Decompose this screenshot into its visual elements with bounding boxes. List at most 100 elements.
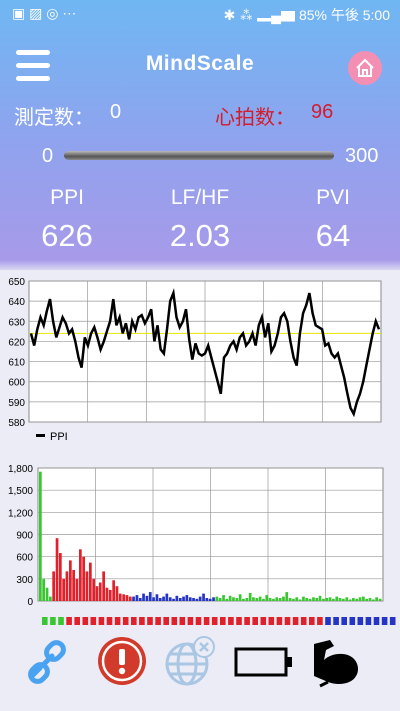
histogram-bar (335, 596, 339, 601)
indicator-cell (236, 617, 242, 625)
indicator-cell (187, 617, 194, 625)
home-button[interactable] (348, 51, 382, 85)
histogram-bar (188, 597, 192, 601)
histogram-bar (162, 596, 165, 601)
y-tick-label: 600 (16, 553, 33, 564)
histogram-bar (292, 598, 295, 601)
histogram-bar (302, 596, 305, 601)
histogram-bar (98, 582, 102, 601)
histogram-bar (375, 597, 378, 601)
app-title: MindScale (145, 52, 255, 75)
histogram-bar (372, 599, 375, 601)
metric-lfhf-label: LF/HF (170, 186, 230, 209)
histogram-bar (212, 597, 215, 601)
histogram-bar (235, 598, 239, 601)
histogram-bar (215, 596, 219, 601)
histogram-bar (218, 598, 222, 601)
indicator-cell (252, 617, 258, 625)
histogram-bar (142, 593, 145, 601)
histogram-bar (125, 595, 129, 601)
indicator-cell (122, 617, 129, 625)
network-button[interactable] (162, 634, 218, 690)
indicator-cell (74, 617, 80, 625)
histogram-bar (72, 570, 75, 601)
histogram-bar (59, 553, 62, 601)
y-tick-label: 900 (16, 531, 33, 542)
histogram-bar (262, 598, 265, 601)
histogram-bar (42, 578, 45, 601)
range-min: 0 (42, 145, 54, 167)
indicator-cell (114, 617, 121, 625)
indicator-cell (171, 617, 178, 625)
histogram-bar (355, 598, 359, 601)
strength-button[interactable] (308, 636, 362, 688)
histogram-bar (45, 587, 49, 601)
heart-rate-label: 心拍数： (215, 107, 295, 129)
y-tick-label: 1,200 (8, 508, 33, 519)
measure-count-label: 測定数： (14, 107, 94, 129)
metric-ppi-value: 626 (41, 218, 93, 253)
indicator-cell (90, 617, 97, 625)
alert-button[interactable] (96, 635, 148, 687)
histogram-bar (288, 598, 292, 601)
histogram-bar (222, 595, 225, 601)
histogram-bar (368, 598, 372, 601)
histogram-bar (69, 560, 72, 601)
indicator-cell (349, 617, 356, 625)
indicator-cell (260, 617, 267, 625)
indicator-cell (300, 617, 307, 625)
indicator-cell (357, 617, 364, 625)
histogram-bar (282, 596, 285, 601)
histogram-bar (358, 597, 362, 601)
indicator-cell (268, 617, 275, 625)
histogram-bar (192, 598, 195, 601)
heart-rate-value: 96 (311, 101, 334, 123)
histogram-bar (55, 538, 59, 601)
indicator-cell (195, 617, 202, 625)
histogram-bar (175, 595, 179, 601)
histogram-bar (308, 598, 312, 601)
indicator-cell (211, 617, 218, 625)
histogram-bar (145, 595, 149, 601)
ppi-histogram: 1,800 1,500 1,200 900 600 300 0 (8, 464, 384, 608)
histogram-bar (328, 597, 332, 601)
histogram-bar (255, 598, 259, 601)
quality-indicator-strip (42, 617, 396, 625)
range-slider[interactable] (64, 151, 334, 160)
indicator-cell (179, 617, 186, 625)
indicator-cell (365, 617, 372, 625)
y-tick-label: 630 (8, 317, 25, 328)
histogram-bar (345, 597, 349, 601)
indicator-cell (163, 617, 169, 625)
histogram-bar (155, 594, 159, 601)
histogram-bar (348, 599, 352, 601)
histogram-bar (242, 598, 245, 601)
histogram-bar (128, 596, 132, 601)
histogram-bar (85, 571, 89, 601)
histogram-bar (305, 598, 309, 601)
indicator-cell (155, 617, 161, 625)
signal-icon: ✱ ⁂ ▂▄▆ (223, 7, 296, 23)
y-tick-label: 580 (8, 418, 25, 429)
histogram-bar (252, 597, 255, 601)
histogram-bar (225, 598, 229, 601)
histogram-bar (315, 598, 319, 601)
menu-icon[interactable] (16, 50, 50, 82)
histogram-bar (182, 596, 185, 601)
histogram-bar (172, 598, 175, 601)
indicator-cell (309, 617, 315, 625)
indicator-cell (292, 617, 299, 625)
histogram-bar (95, 586, 99, 601)
status-bar: ▣ ▨ ◎ ⋯ ✱ ⁂ ▂▄▆ 85% 午後 5:00 (0, 0, 400, 28)
link-button[interactable] (22, 638, 74, 686)
y-tick-label: 300 (16, 575, 33, 586)
histogram-bar (325, 598, 329, 601)
histogram-bar (135, 595, 139, 601)
legend-swatch-ppi (36, 434, 45, 437)
battery-status (234, 646, 294, 678)
histogram-bar (258, 596, 262, 601)
histogram-bar (208, 598, 212, 601)
histogram-bar (278, 598, 282, 601)
indicator-cell (389, 617, 396, 625)
indicator-cell (203, 617, 210, 625)
